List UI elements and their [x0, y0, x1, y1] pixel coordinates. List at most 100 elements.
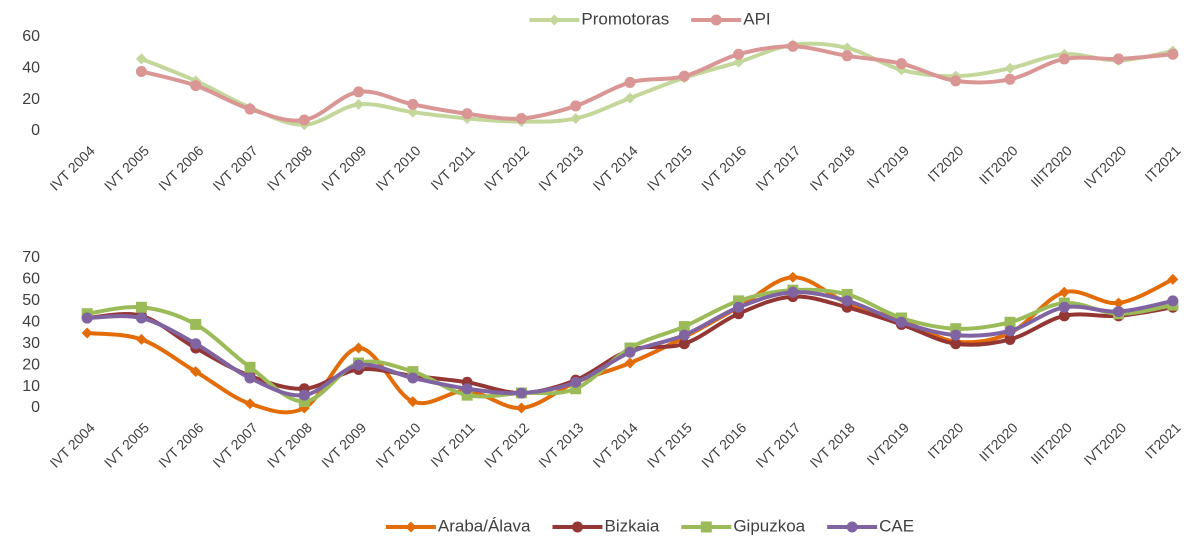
x-tick-label: IVT 2015	[644, 419, 695, 470]
point	[190, 318, 202, 330]
x-tick-label: IVT 2005	[101, 142, 152, 193]
y-tick-label: 20	[22, 356, 40, 373]
point	[787, 271, 799, 283]
x-tick-label: IVT 2007	[209, 142, 260, 193]
legend-marker	[548, 14, 560, 26]
y-tick-label: 60	[22, 271, 40, 288]
point	[81, 312, 93, 324]
x-tick-label: IIIT2020	[1027, 419, 1075, 467]
legend-marker	[700, 521, 712, 533]
x-tick-label: IVT 2009	[318, 419, 369, 470]
point	[353, 86, 365, 98]
point	[244, 361, 256, 373]
legend-label: Araba/Álava	[438, 516, 531, 535]
point	[244, 372, 256, 384]
y-tick-label: 60	[22, 28, 40, 45]
point	[1004, 73, 1016, 85]
point	[135, 312, 147, 324]
y-tick-label: 20	[22, 91, 40, 108]
point	[895, 58, 907, 70]
point	[1004, 333, 1016, 345]
point	[733, 295, 745, 307]
x-tick-label: IVT 2011	[427, 142, 478, 193]
x-tick-label: IT2020	[924, 419, 966, 461]
point	[1004, 62, 1016, 74]
point	[81, 327, 93, 339]
point	[1004, 316, 1016, 328]
x-tick-label: IVT 2017	[752, 419, 803, 470]
x-tick-label: IVT 2004	[47, 419, 98, 470]
x-tick-label: IT2021	[1141, 142, 1183, 184]
x-tick-label: IIT2020	[976, 142, 1021, 187]
point	[461, 108, 473, 120]
x-tick-label: IVT 2007	[209, 419, 260, 470]
point	[407, 98, 419, 110]
point	[787, 286, 799, 298]
x-tick-label: IT2020	[924, 142, 966, 184]
x-tick-label: IT2021	[1141, 419, 1183, 461]
legend: Araba/Álava Bizkaia Gipuzkoa CAE	[385, 516, 914, 535]
point	[1167, 295, 1179, 307]
x-tick-label: IVT 2010	[372, 419, 423, 470]
y-tick-label: 50	[22, 292, 40, 309]
x-tick-label: IVT 2008	[264, 419, 315, 470]
y-tick-label: 40	[22, 60, 40, 77]
point	[244, 398, 256, 410]
x-tick-label: IVT2020	[1081, 142, 1130, 191]
point	[950, 338, 962, 350]
legend-marker	[846, 521, 858, 533]
point	[678, 70, 690, 82]
legend-label: API	[743, 9, 770, 28]
point	[1167, 48, 1179, 60]
point	[1058, 53, 1070, 65]
x-tick-label: IVT 2010	[372, 142, 423, 193]
x-tick-label: IIT2020	[976, 419, 1021, 464]
x-tick-label: IVT 2006	[155, 419, 206, 470]
x-tick-label: IVT 2011	[427, 419, 478, 470]
series-line	[140, 41, 1174, 127]
point	[1113, 297, 1125, 309]
point	[841, 50, 853, 62]
x-tick-label: IVT 2004	[47, 142, 98, 193]
point	[353, 98, 365, 110]
point	[135, 65, 147, 77]
point	[244, 103, 256, 115]
point	[1058, 286, 1070, 298]
point	[135, 53, 147, 65]
x-tick-label: IVT 2015	[644, 142, 695, 193]
point	[1113, 306, 1125, 318]
point	[407, 372, 419, 384]
series-line	[140, 44, 1174, 123]
point	[190, 338, 202, 350]
point	[787, 40, 799, 52]
point	[461, 389, 473, 401]
point	[298, 389, 310, 401]
x-tick-label: IVT 2014	[589, 419, 640, 470]
x-tick-label: IVT 2014	[589, 142, 640, 193]
y-tick-label: 0	[31, 122, 40, 139]
point	[624, 346, 636, 358]
x-tick-label: IVT 2018	[807, 142, 858, 193]
point	[1113, 53, 1125, 65]
x-tick-label: IVT 2016	[698, 142, 749, 193]
series-line	[86, 287, 1174, 404]
point	[515, 387, 527, 399]
legend-marker	[572, 521, 584, 533]
point	[950, 75, 962, 87]
point	[570, 100, 582, 112]
point	[407, 396, 419, 408]
point	[1004, 325, 1016, 337]
y-tick-label: 10	[22, 378, 40, 395]
legend-label: Gipuzkoa	[733, 516, 805, 535]
point	[407, 366, 419, 378]
point	[190, 366, 202, 378]
y-tick-label: 30	[22, 335, 40, 352]
x-tick-label: IVT2020	[1081, 419, 1130, 468]
point	[190, 80, 202, 92]
x-tick-label: IVT 2013	[535, 142, 586, 193]
x-tick-label: IVT2019	[863, 142, 912, 191]
point	[135, 301, 147, 313]
legend-label: Promotoras	[581, 9, 669, 28]
x-tick-label: IVT 2013	[535, 419, 586, 470]
